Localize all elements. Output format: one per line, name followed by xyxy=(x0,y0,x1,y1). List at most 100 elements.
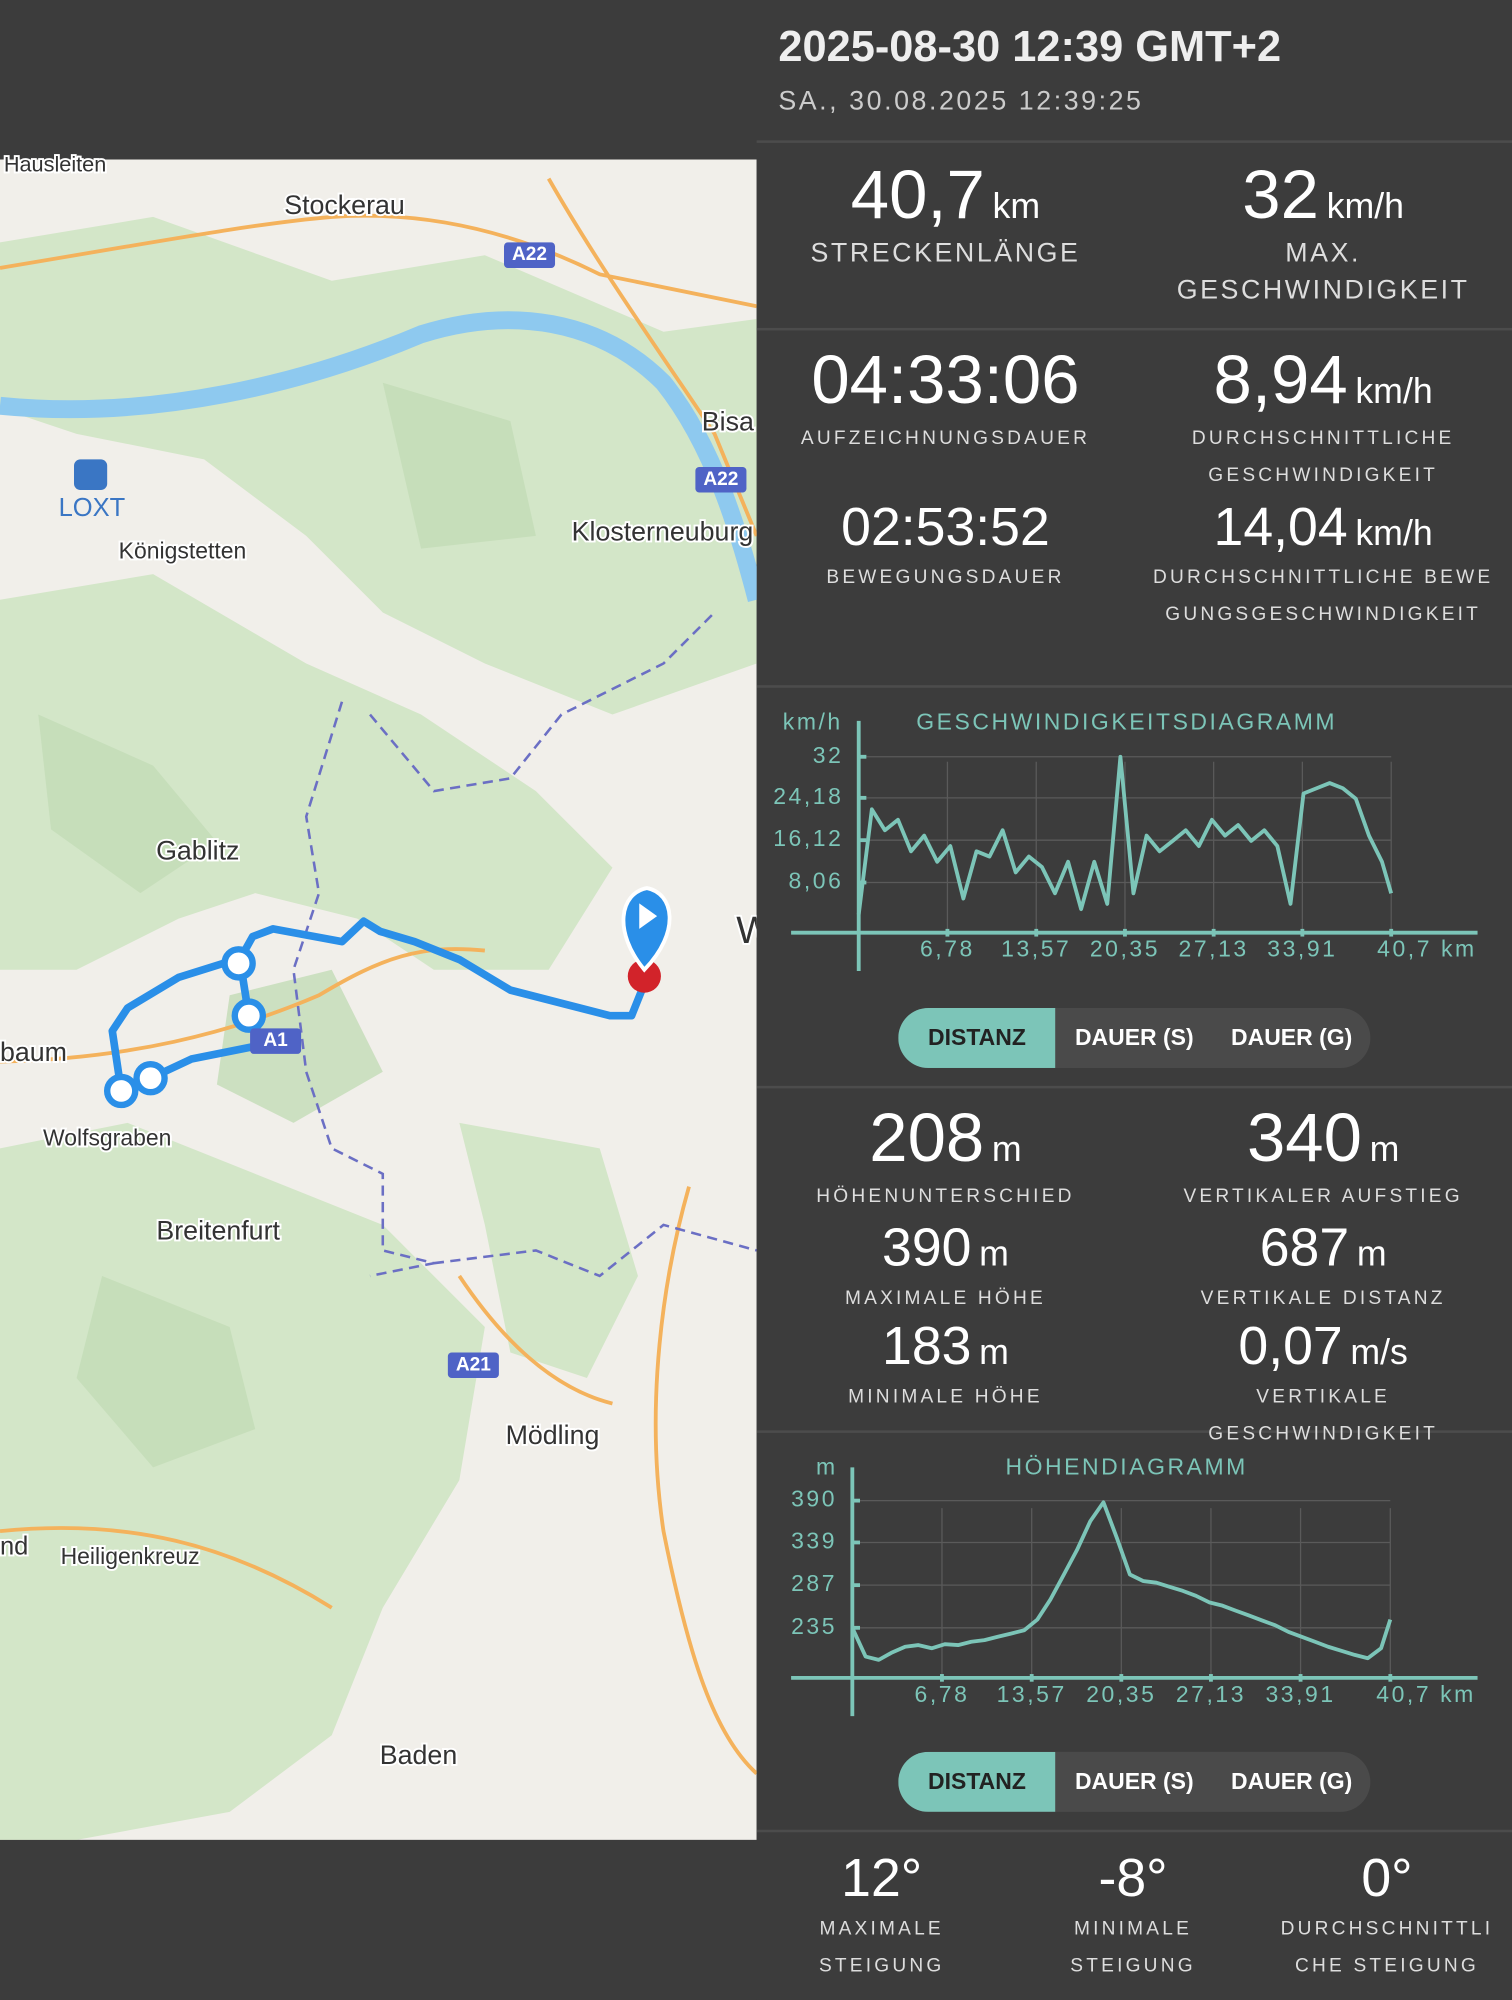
separator xyxy=(756,327,1512,331)
speed-chart-mode-toggle: DISTANZ DAUER (S) DAUER (G) xyxy=(898,1008,1371,1068)
stat-unit: m xyxy=(991,1129,1022,1169)
elevation-chart-mode-toggle: DISTANZ DAUER (S) DAUER (G) xyxy=(898,1751,1371,1812)
y-tick-label: 32 xyxy=(813,742,844,768)
road-badge xyxy=(447,1352,499,1379)
mode-button[interactable]: DAUER (S) xyxy=(1074,1024,1194,1051)
stat-label: DURCHSCHNITTLICHE STEIGUNG xyxy=(1280,1917,1494,1977)
stat-label: VERTIKALER AUFSTIEG xyxy=(1183,1185,1463,1208)
stat-number: 0° xyxy=(1361,1847,1413,1908)
map[interactable]: Hausleiten Stockerau A22 Bisa A22 LOXT Königst… xyxy=(0,0,757,2000)
stat-value: 208 m xyxy=(690,1104,1200,1173)
map-label: Bisa xyxy=(702,407,754,437)
airport-icon xyxy=(74,459,108,490)
stat-label: AUFZEICHNUNGSDAUER xyxy=(800,427,1091,450)
x-tick-label: 20,35 xyxy=(1086,1681,1156,1707)
stat-unit: km/h xyxy=(1355,371,1433,411)
stat-label: BEWEGUNGSDAUER xyxy=(826,566,1065,589)
mode-button[interactable]: DISTANZ xyxy=(898,1008,1056,1068)
y-tick-label: 235 xyxy=(791,1613,837,1639)
map-label: Klosterneuburg xyxy=(572,516,754,546)
stat-label: MAXIMALE HÖHE xyxy=(844,1287,1046,1310)
map-label: A22 xyxy=(703,469,738,490)
stat-number: 687 xyxy=(1259,1217,1350,1278)
map-label: baum xyxy=(0,1037,67,1067)
data-line xyxy=(850,1500,1393,1662)
mode-button[interactable]: DAUER (G) xyxy=(1231,1768,1353,1794)
y-axis-label: m xyxy=(816,1454,838,1480)
map-label: Königstetten xyxy=(119,538,247,564)
stat-number: 12° xyxy=(841,1847,923,1908)
x-tick-label: 27,13 xyxy=(1176,1681,1246,1707)
stat-value: 32 km/h xyxy=(1068,161,1512,230)
road-badge xyxy=(250,1028,302,1054)
stat-number: 183 xyxy=(882,1315,972,1376)
x-tick-label: 33,91 xyxy=(1265,1681,1335,1707)
x-tick-label: 20,35 xyxy=(1090,936,1160,962)
map-label: Baden xyxy=(380,1740,457,1770)
stat-value: 340 m xyxy=(1068,1104,1512,1173)
stat-label: MAX. GESCHWINDIGKEIT xyxy=(1176,238,1470,305)
map-label: A22 xyxy=(512,244,547,265)
y-axis-label: km/h xyxy=(783,709,843,735)
stat-label: HÖHENUNTERSCHIED xyxy=(816,1185,1075,1208)
chart-title: GESCHWINDIGKEITSDIAGRAMM xyxy=(916,709,1337,735)
mode-button[interactable]: DISTANZ xyxy=(898,1751,1056,1812)
stat-number: 390 xyxy=(882,1217,972,1278)
stat-number: 02:53:52 xyxy=(841,496,1050,557)
stat-value: 40,7 km xyxy=(690,161,1200,230)
stat-unit: km/h xyxy=(1326,186,1405,226)
stat-unit: m xyxy=(1369,1129,1400,1169)
stat-unit: km xyxy=(992,186,1041,226)
x-tick-label: 6,78 xyxy=(920,936,975,962)
map-label: Gablitz xyxy=(156,835,239,865)
x-tick-label: 6,78 xyxy=(915,1681,970,1707)
stat-number: 208 xyxy=(869,1099,985,1177)
y-tick-label: 24,18 xyxy=(773,783,843,809)
stat-unit: m/s xyxy=(1350,1332,1408,1372)
stat-label: VERTIKALE GESCHWINDIGKEIT xyxy=(1208,1385,1438,1445)
mode-button[interactable]: DAUER (S) xyxy=(1074,1768,1194,1794)
stat-value: 0° xyxy=(1132,1851,1512,1905)
map-label: Hausleiten xyxy=(4,152,106,177)
stat-label: STRECKENLÄNGE xyxy=(810,238,1081,268)
map-label: Heiligenkreuz xyxy=(61,1543,200,1569)
stat-number: 40,7 xyxy=(850,156,985,234)
mode-button[interactable]: DAUER (G) xyxy=(1231,1024,1353,1051)
stat-number: 14,04 xyxy=(1213,496,1348,557)
stat-label: DURCHSCHNITTLICHE BEWEGUNGSGESCHWINDIGKE… xyxy=(1153,566,1494,626)
map-label: LOXT xyxy=(59,494,126,522)
stat-number: 32 xyxy=(1242,156,1319,234)
stat-number: 340 xyxy=(1246,1099,1362,1177)
stat-value: 390 m xyxy=(690,1220,1200,1275)
separator xyxy=(756,1430,1512,1433)
separator xyxy=(756,1829,1512,1833)
stat-value: 14,04 km/h xyxy=(1068,500,1512,554)
map-label: A21 xyxy=(456,1354,491,1375)
chart-title: HÖHENDIAGRAMM xyxy=(1006,1454,1248,1480)
map-label: Mödling xyxy=(506,1420,600,1450)
y-tick-label: 8,06 xyxy=(789,868,844,894)
map-label: Wolfsgraben xyxy=(43,1124,171,1150)
x-tick-label: 40,7 km xyxy=(1376,1681,1476,1707)
y-tick-label: 287 xyxy=(791,1570,837,1596)
stat-label: MAXIMALE STEIGUNG xyxy=(818,1917,945,1977)
road-badge xyxy=(695,466,747,493)
separator xyxy=(756,685,1512,688)
stat-value: 04:33:06 xyxy=(690,346,1200,415)
separator xyxy=(756,140,1512,143)
map-label: Stockerau xyxy=(284,190,405,220)
separator xyxy=(756,1085,1512,1089)
x-tick-label: 27,13 xyxy=(1179,936,1249,962)
stat-value: 0,07 m/s xyxy=(1068,1319,1512,1373)
stat-unit: m xyxy=(979,1332,1009,1372)
stat-unit: km/h xyxy=(1355,512,1433,553)
x-tick-label: 40,7 km xyxy=(1377,936,1477,962)
stat-label: MINIMALE STEIGUNG xyxy=(1070,1917,1196,1977)
map-label: A1 xyxy=(263,1030,288,1051)
y-tick-label: 390 xyxy=(791,1486,837,1512)
y-tick-label: 339 xyxy=(791,1528,837,1554)
stat-label: VERTIKALE DISTANZ xyxy=(1200,1287,1446,1310)
map-label: Breitenfurt xyxy=(156,1216,280,1246)
